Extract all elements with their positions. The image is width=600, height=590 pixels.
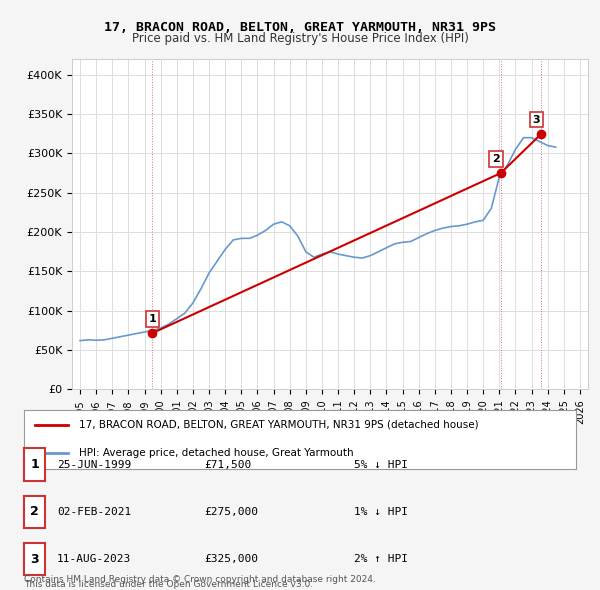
Text: 17, BRACON ROAD, BELTON, GREAT YARMOUTH, NR31 9PS (detached house): 17, BRACON ROAD, BELTON, GREAT YARMOUTH,… xyxy=(79,420,479,430)
Text: £325,000: £325,000 xyxy=(204,555,258,564)
Text: 1: 1 xyxy=(148,314,156,324)
Text: 2% ↑ HPI: 2% ↑ HPI xyxy=(354,555,408,564)
Text: 5% ↓ HPI: 5% ↓ HPI xyxy=(354,460,408,470)
Text: £275,000: £275,000 xyxy=(204,507,258,517)
Text: HPI: Average price, detached house, Great Yarmouth: HPI: Average price, detached house, Grea… xyxy=(79,448,354,457)
Text: 3: 3 xyxy=(30,552,39,566)
Text: 1: 1 xyxy=(30,458,39,471)
Text: 11-AUG-2023: 11-AUG-2023 xyxy=(57,555,131,564)
Text: This data is licensed under the Open Government Licence v3.0.: This data is licensed under the Open Gov… xyxy=(24,581,313,589)
Text: 2: 2 xyxy=(30,505,39,519)
Text: 02-FEB-2021: 02-FEB-2021 xyxy=(57,507,131,517)
Text: 1% ↓ HPI: 1% ↓ HPI xyxy=(354,507,408,517)
Text: 17, BRACON ROAD, BELTON, GREAT YARMOUTH, NR31 9PS: 17, BRACON ROAD, BELTON, GREAT YARMOUTH,… xyxy=(104,21,496,34)
Text: 2: 2 xyxy=(492,154,500,164)
Text: 3: 3 xyxy=(533,114,541,124)
Text: Price paid vs. HM Land Registry's House Price Index (HPI): Price paid vs. HM Land Registry's House … xyxy=(131,32,469,45)
Text: Contains HM Land Registry data © Crown copyright and database right 2024.: Contains HM Land Registry data © Crown c… xyxy=(24,575,376,584)
Text: 25-JUN-1999: 25-JUN-1999 xyxy=(57,460,131,470)
Text: £71,500: £71,500 xyxy=(204,460,251,470)
